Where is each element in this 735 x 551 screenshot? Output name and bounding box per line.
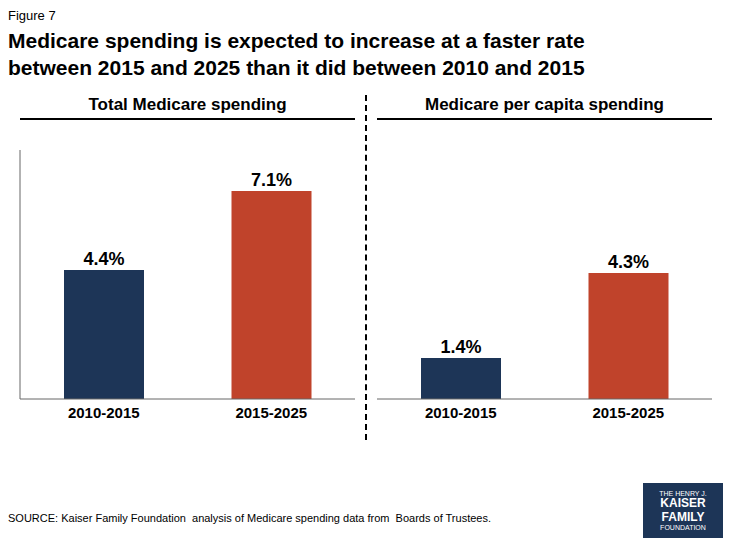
svg-text:2015-2025: 2015-2025 xyxy=(592,404,664,421)
html-text:Total Medicare spending: Total Medicare spending xyxy=(88,95,287,114)
svg-text:4.3%: 4.3% xyxy=(608,252,649,272)
html-text:Medicare per capita spending: Medicare per capita spending xyxy=(425,95,664,114)
html-text:FAMILY: FAMILY xyxy=(661,509,705,524)
svg-text:2015-2025: 2015-2025 xyxy=(235,404,307,421)
svg-text:2010-2015: 2010-2015 xyxy=(68,404,140,421)
svg-text:4.4%: 4.4% xyxy=(83,249,124,269)
html-text:Figure 7: Figure 7 xyxy=(8,8,56,23)
svg-text:2010-2015: 2010-2015 xyxy=(425,404,497,421)
svg-text:1.4%: 1.4% xyxy=(440,337,481,357)
html-text:KAISER: KAISER xyxy=(660,496,706,511)
html-text:Medicare spending is expected: Medicare spending is expected to increas… xyxy=(8,29,585,79)
html-text:FOUNDATION: FOUNDATION xyxy=(660,523,706,531)
html-text:SOURCE: Kaiser Family Foundati: SOURCE: Kaiser Family Foundation analysi… xyxy=(8,512,491,524)
svg-text:7.1%: 7.1% xyxy=(251,170,292,190)
html-text:THE HENRY J.: THE HENRY J. xyxy=(659,489,707,497)
